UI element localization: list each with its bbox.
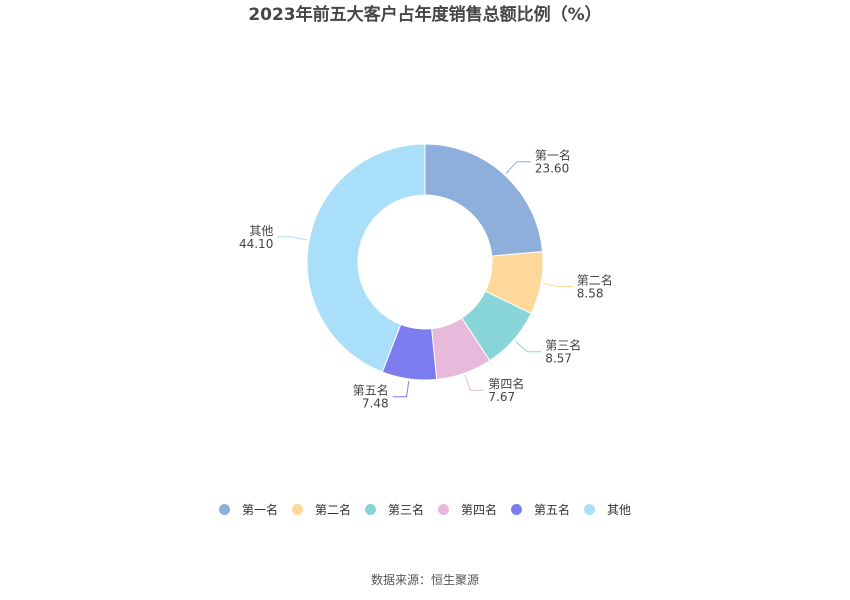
label-leader-lines bbox=[277, 161, 573, 398]
legend-item-4[interactable]: 第四名 bbox=[438, 500, 497, 518]
leader-line-5 bbox=[392, 380, 410, 398]
slice-label-name-1: 第一名 bbox=[535, 148, 571, 163]
slice-label-name-3: 第三名 bbox=[545, 338, 581, 353]
slice-label-name-5: 第五名 bbox=[353, 383, 389, 398]
legend-label-5: 第五名 bbox=[534, 502, 571, 517]
slice-label-value-4: 7.67 bbox=[488, 390, 515, 404]
legend-swatch-1 bbox=[218, 503, 230, 515]
legend-label-2: 第二名 bbox=[314, 502, 351, 517]
legend-item-3[interactable]: 第三名 bbox=[364, 500, 424, 518]
leader-line-4 bbox=[464, 374, 485, 391]
slice-label-value-2: 8.58 bbox=[577, 287, 604, 301]
legend-label-6: 其他 bbox=[607, 502, 632, 517]
legend-item-2[interactable]: 第二名 bbox=[291, 500, 351, 518]
legend-label-1: 第一名 bbox=[241, 502, 278, 517]
legend-swatch-6 bbox=[584, 503, 596, 515]
leader-line-1 bbox=[505, 161, 531, 174]
slice-6[interactable] bbox=[306, 143, 426, 373]
leader-line-2 bbox=[542, 283, 573, 288]
donut-slices bbox=[306, 143, 544, 381]
legend-swatch-2 bbox=[291, 503, 303, 515]
slice-label-value-5: 7.48 bbox=[362, 397, 389, 411]
legend-item-1[interactable]: 第一名 bbox=[218, 500, 278, 518]
slice-label-value-3: 8.57 bbox=[545, 352, 572, 366]
slice-label-name-4: 第四名 bbox=[488, 376, 524, 391]
legend-label-4: 第四名 bbox=[461, 502, 498, 517]
leader-line-6 bbox=[277, 236, 308, 241]
slice-1[interactable] bbox=[424, 143, 544, 257]
slice-label-value-6: 44.10 bbox=[239, 237, 273, 251]
slice-label-value-1: 23.60 bbox=[535, 162, 569, 176]
data-source: 数据来源：恒生聚源 bbox=[370, 573, 479, 587]
legend-item-5[interactable]: 第五名 bbox=[511, 500, 570, 518]
leader-line-3 bbox=[514, 340, 542, 353]
slice-label-name-2: 第二名 bbox=[577, 273, 613, 288]
chart-legend: 第一名 第二名 第三名 第四名 第五名 其他 bbox=[0, 500, 850, 518]
legend-swatch-3 bbox=[364, 503, 376, 515]
legend-swatch-4 bbox=[438, 503, 449, 515]
slice-label-name-6: 其他 bbox=[249, 224, 273, 238]
chart-title: 2023年前五大客户占年度销售总额比例（%） bbox=[248, 5, 602, 25]
legend-label-3: 第三名 bbox=[387, 502, 424, 517]
legend-item-6[interactable]: 其他 bbox=[584, 500, 631, 518]
legend-swatch-5 bbox=[511, 503, 523, 515]
